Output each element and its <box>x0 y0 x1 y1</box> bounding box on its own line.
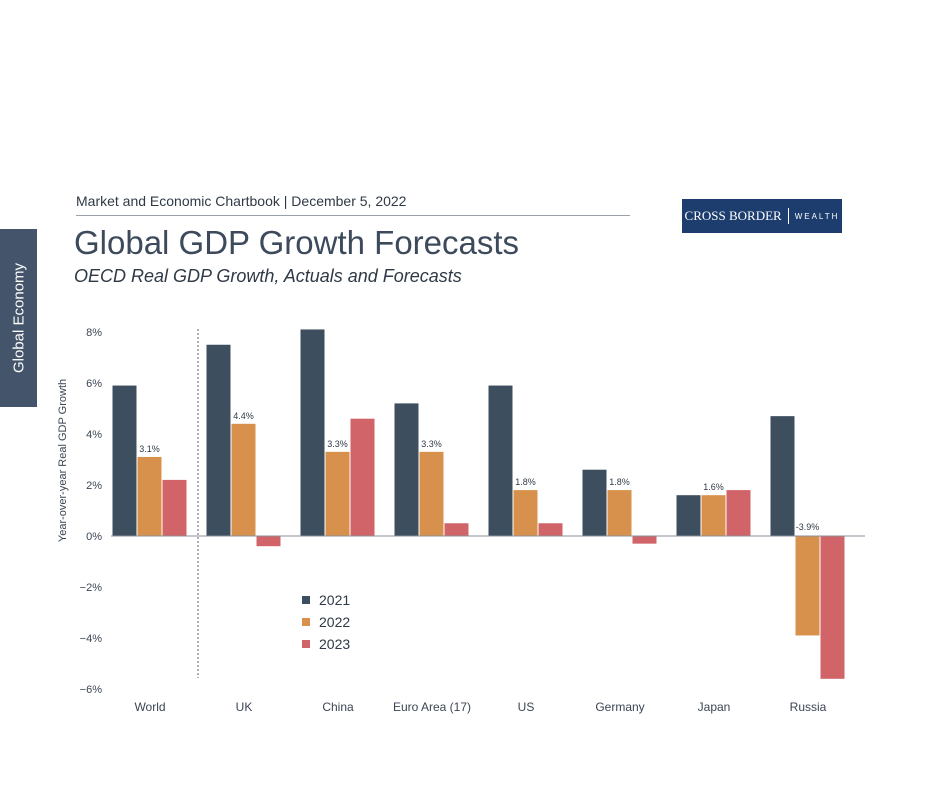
logo-text-primary: CROSS BORDER <box>684 208 782 223</box>
bar-2023 <box>350 418 375 536</box>
brand-logo: CROSS BORDER WEALTH <box>682 199 842 233</box>
legend-label-2021: 2021 <box>319 592 350 608</box>
bar-2022 <box>325 451 350 536</box>
y-tick-label: −6% <box>80 684 103 696</box>
data-label: 4.4% <box>233 411 254 421</box>
legend-swatch-2021 <box>302 596 310 604</box>
y-tick-label: 0% <box>86 531 102 543</box>
data-label: 1.8% <box>515 477 536 487</box>
y-tick-label: −4% <box>80 633 103 645</box>
legend-label-2023: 2023 <box>319 636 350 652</box>
data-label: 3.3% <box>421 439 442 449</box>
bar-2023 <box>538 523 563 536</box>
side-tab: Global Economy <box>0 229 37 407</box>
bar-2022 <box>137 456 162 536</box>
bar-2022 <box>607 490 632 536</box>
bar-2022 <box>513 490 538 536</box>
bar-2023 <box>256 536 281 547</box>
y-tick-label: 2% <box>86 480 102 492</box>
page-subtitle: OECD Real GDP Growth, Actuals and Foreca… <box>74 266 462 286</box>
y-tick-label: 8% <box>86 327 102 339</box>
bar-2021 <box>206 344 231 536</box>
bar-2023 <box>162 479 187 536</box>
bar-2021 <box>582 469 607 536</box>
header-divider <box>76 215 630 216</box>
x-category-label: Russia <box>790 700 827 714</box>
bar-2023 <box>820 536 845 679</box>
bar-2022 <box>419 451 444 536</box>
bar-2022 <box>701 495 726 536</box>
legend-swatch-2022 <box>302 618 310 626</box>
x-category-label: UK <box>236 700 253 714</box>
legend-swatch-2023 <box>302 640 310 648</box>
x-category-label: World <box>134 700 165 714</box>
page-title: Global GDP Growth Forecasts <box>74 224 520 261</box>
bar-2021 <box>488 385 513 536</box>
y-tick-label: −2% <box>80 582 103 594</box>
bar-2023 <box>444 523 469 536</box>
bar-2022 <box>795 536 820 636</box>
y-axis-label: Year-over-year Real GDP Growth <box>57 379 69 542</box>
legend-label-2022: 2022 <box>319 614 350 630</box>
logo-text-secondary: WEALTH <box>794 211 840 221</box>
bar-2021 <box>300 329 325 536</box>
y-tick-label: 4% <box>86 429 102 441</box>
bar-2021 <box>394 403 419 536</box>
bar-2023 <box>632 536 657 544</box>
chartbook-header: Market and Economic Chartbook | December… <box>76 193 407 209</box>
data-label: 1.8% <box>609 477 630 487</box>
x-category-label: US <box>518 700 535 714</box>
x-category-label: Euro Area (17) <box>393 700 471 714</box>
bar-2022 <box>231 423 256 536</box>
x-category-label: China <box>322 700 354 714</box>
x-category-label: Japan <box>698 700 731 714</box>
data-label: 3.3% <box>327 439 348 449</box>
bar-2021 <box>112 385 137 536</box>
bar-2021 <box>676 495 701 536</box>
data-label: 1.6% <box>703 482 724 492</box>
y-tick-label: 6% <box>86 378 102 390</box>
bar-2023 <box>726 490 751 536</box>
logo-divider <box>787 208 789 224</box>
bar-2021 <box>770 416 795 536</box>
x-category-label: Germany <box>595 700 644 714</box>
data-label: -3.9% <box>796 522 820 532</box>
data-label: 3.1% <box>139 444 160 454</box>
